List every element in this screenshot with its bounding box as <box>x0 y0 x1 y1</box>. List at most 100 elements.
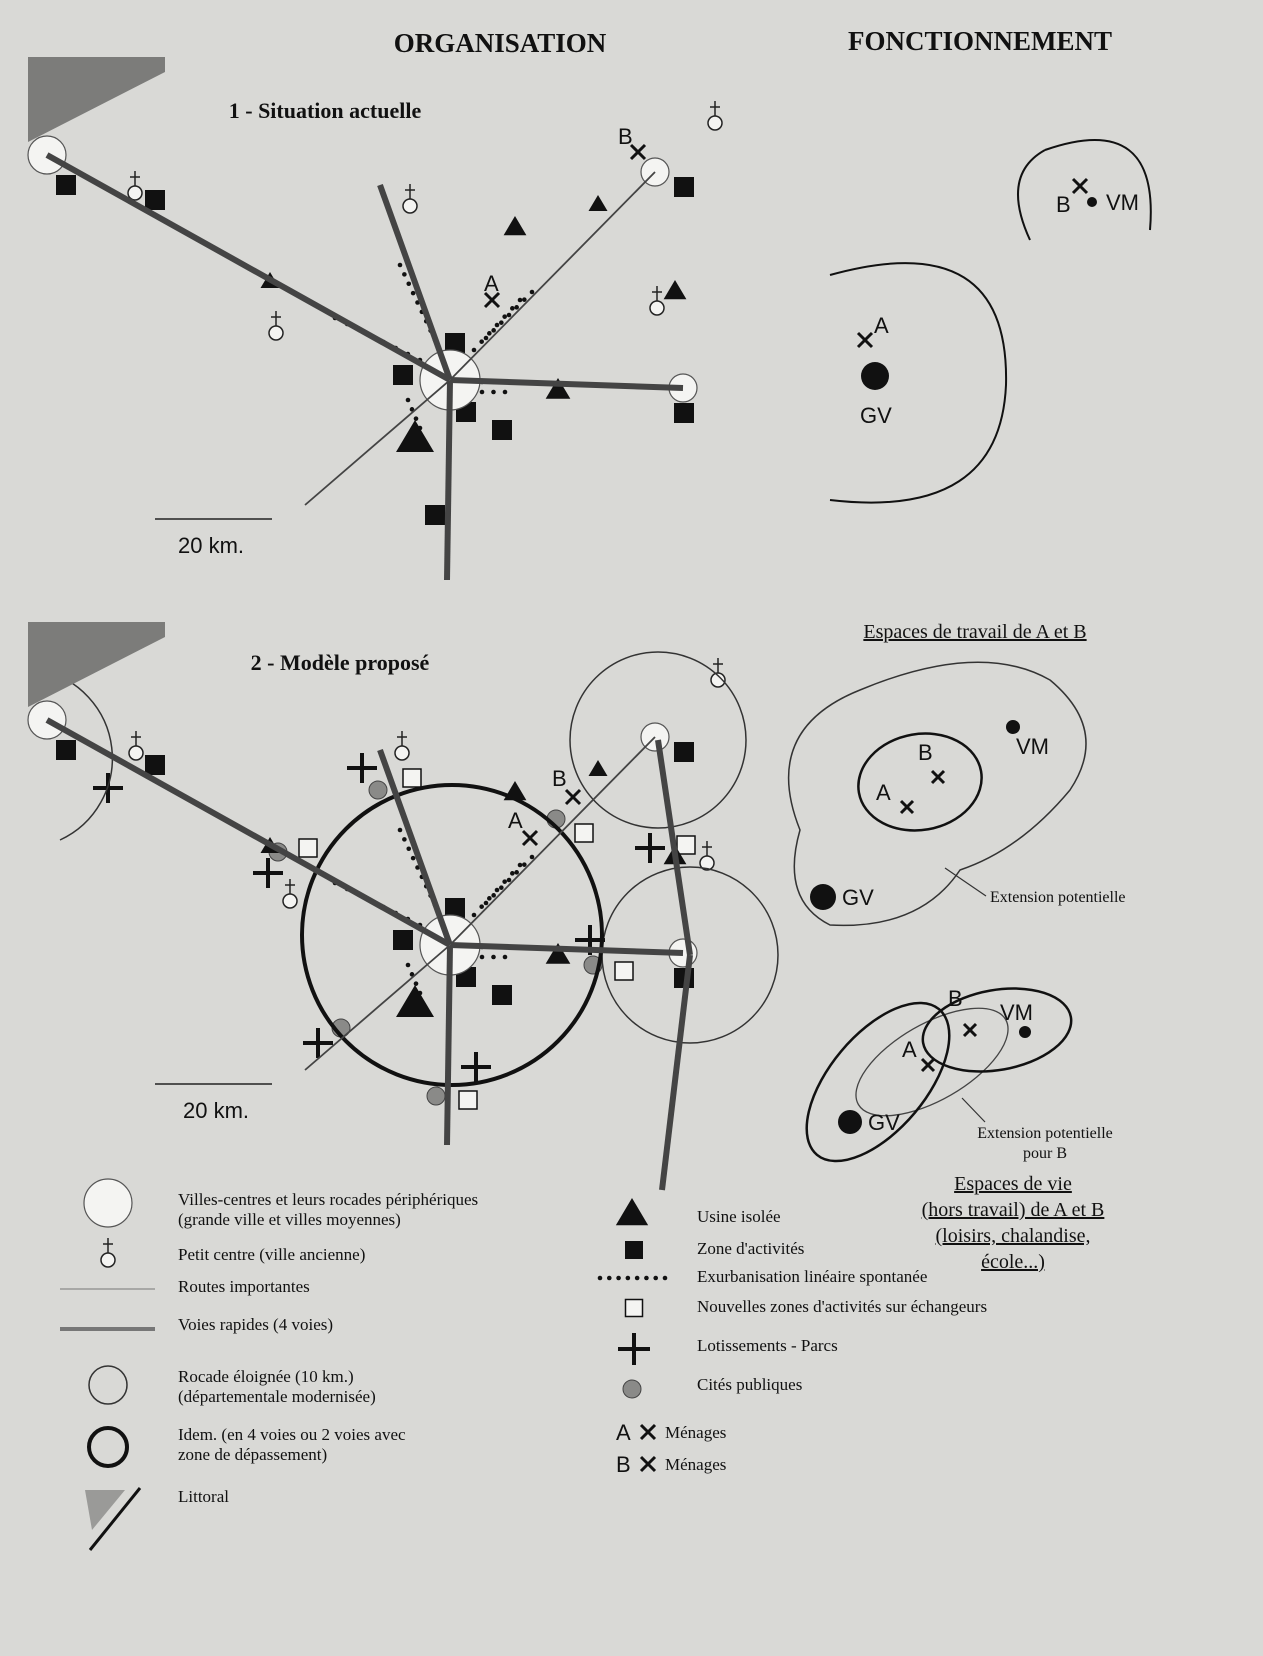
sprawl <box>483 335 489 341</box>
work-note: Extension potentielle <box>990 889 1126 906</box>
interchange-zone <box>676 835 696 855</box>
sprawl <box>502 954 508 960</box>
f1-label-a: A <box>874 313 889 338</box>
fast-road <box>45 152 452 383</box>
legend-label: (grande ville et villes moyennes) <box>178 1210 401 1229</box>
fast-road <box>377 183 453 382</box>
small-centre <box>710 672 726 688</box>
household <box>1071 177 1089 195</box>
legend-label: Petit centre (ville ancienne) <box>178 1245 365 1264</box>
sprawl <box>502 879 507 884</box>
life-area <box>1044 139 1152 231</box>
activity-zone <box>674 177 694 197</box>
sprawl <box>479 339 484 344</box>
legend-letter: B <box>616 1452 631 1477</box>
sprawl <box>662 1275 668 1281</box>
life-note: Extension potentielle <box>977 1125 1113 1142</box>
sprawl <box>491 893 496 898</box>
public-housing <box>622 1379 642 1399</box>
interchange-zone <box>298 838 318 858</box>
sprawl <box>397 262 403 268</box>
sprawl <box>491 328 496 333</box>
f1-label-b: B <box>1056 192 1071 217</box>
interchange-zone <box>458 1090 478 1110</box>
legend-label: Ménages <box>665 1423 726 1442</box>
map1-label-a: A <box>484 271 499 296</box>
sprawl <box>529 289 535 295</box>
leader-line <box>944 867 987 897</box>
life-title: école...) <box>981 1251 1045 1273</box>
sprawl <box>506 312 512 318</box>
work-label-b: B <box>918 740 933 765</box>
map2-title: 2 - Modèle proposé <box>251 650 430 675</box>
sprawl <box>471 912 477 918</box>
work-title: Espaces de travail de A et B <box>863 621 1086 643</box>
big-city <box>861 362 889 390</box>
activity-zone <box>445 333 465 353</box>
sprawl <box>409 407 415 412</box>
sprawl <box>616 1275 621 1281</box>
life-area <box>829 262 1008 504</box>
sprawl <box>644 1275 649 1281</box>
activity-zone <box>56 175 76 195</box>
map2-label-b: B <box>552 766 567 791</box>
small-centre <box>699 855 715 871</box>
map1-label-b: B <box>618 124 633 149</box>
sprawl <box>517 297 523 303</box>
legend-far-ring-bold <box>87 1426 129 1468</box>
activity-zone <box>674 742 694 762</box>
small-centre <box>268 325 284 341</box>
work-label-gv: GV <box>842 885 874 910</box>
legend-label: Zone d'activités <box>697 1239 804 1258</box>
sprawl <box>410 290 416 296</box>
sprawl <box>413 981 419 986</box>
life-title: (hors travail) de A et B <box>922 1199 1105 1221</box>
work-area <box>857 732 983 832</box>
household <box>521 829 539 847</box>
sprawl <box>517 862 523 868</box>
sprawl <box>397 827 403 833</box>
sprawl <box>479 954 485 960</box>
fast-road <box>655 739 693 956</box>
household <box>629 143 647 161</box>
fast-road <box>659 954 693 1191</box>
sprawl <box>417 425 423 431</box>
sprawl <box>471 347 477 353</box>
activity-zone <box>674 403 694 423</box>
household <box>564 788 582 806</box>
sprawl <box>510 306 515 311</box>
header-left: ORGANISATION <box>394 28 607 58</box>
sprawl <box>653 1275 659 1281</box>
road <box>304 944 451 1071</box>
mid-city <box>1006 720 1020 734</box>
sprawl <box>417 990 423 996</box>
small-centre <box>100 1252 116 1268</box>
sprawl <box>406 281 412 287</box>
legend-letter: A <box>616 1420 631 1445</box>
fast-road <box>449 377 684 391</box>
sprawl <box>405 397 411 403</box>
activity-zone <box>56 740 76 760</box>
mid-city <box>1019 1026 1031 1038</box>
sprawl <box>625 1275 631 1281</box>
sprawl <box>499 885 504 890</box>
big-city <box>810 884 836 910</box>
household <box>930 769 946 785</box>
legend-label: Lotissements - Parcs <box>697 1336 838 1355</box>
work-label-a: A <box>876 780 891 805</box>
far-ring <box>569 651 747 829</box>
sprawl <box>402 272 407 277</box>
far-ring-bold <box>300 783 604 1087</box>
header-right: FONCTIONNEMENT <box>848 26 1112 56</box>
fast-road <box>444 944 453 1146</box>
legend-label: Littoral <box>178 1487 229 1506</box>
legend-label: Villes-centres et leurs rocades périphér… <box>178 1190 478 1209</box>
life-label-b: B <box>948 986 963 1011</box>
sprawl <box>514 305 519 310</box>
sprawl <box>499 320 504 325</box>
sprawl <box>502 389 508 395</box>
sprawl <box>402 837 407 842</box>
legend-label: zone de dépassement) <box>178 1445 327 1464</box>
